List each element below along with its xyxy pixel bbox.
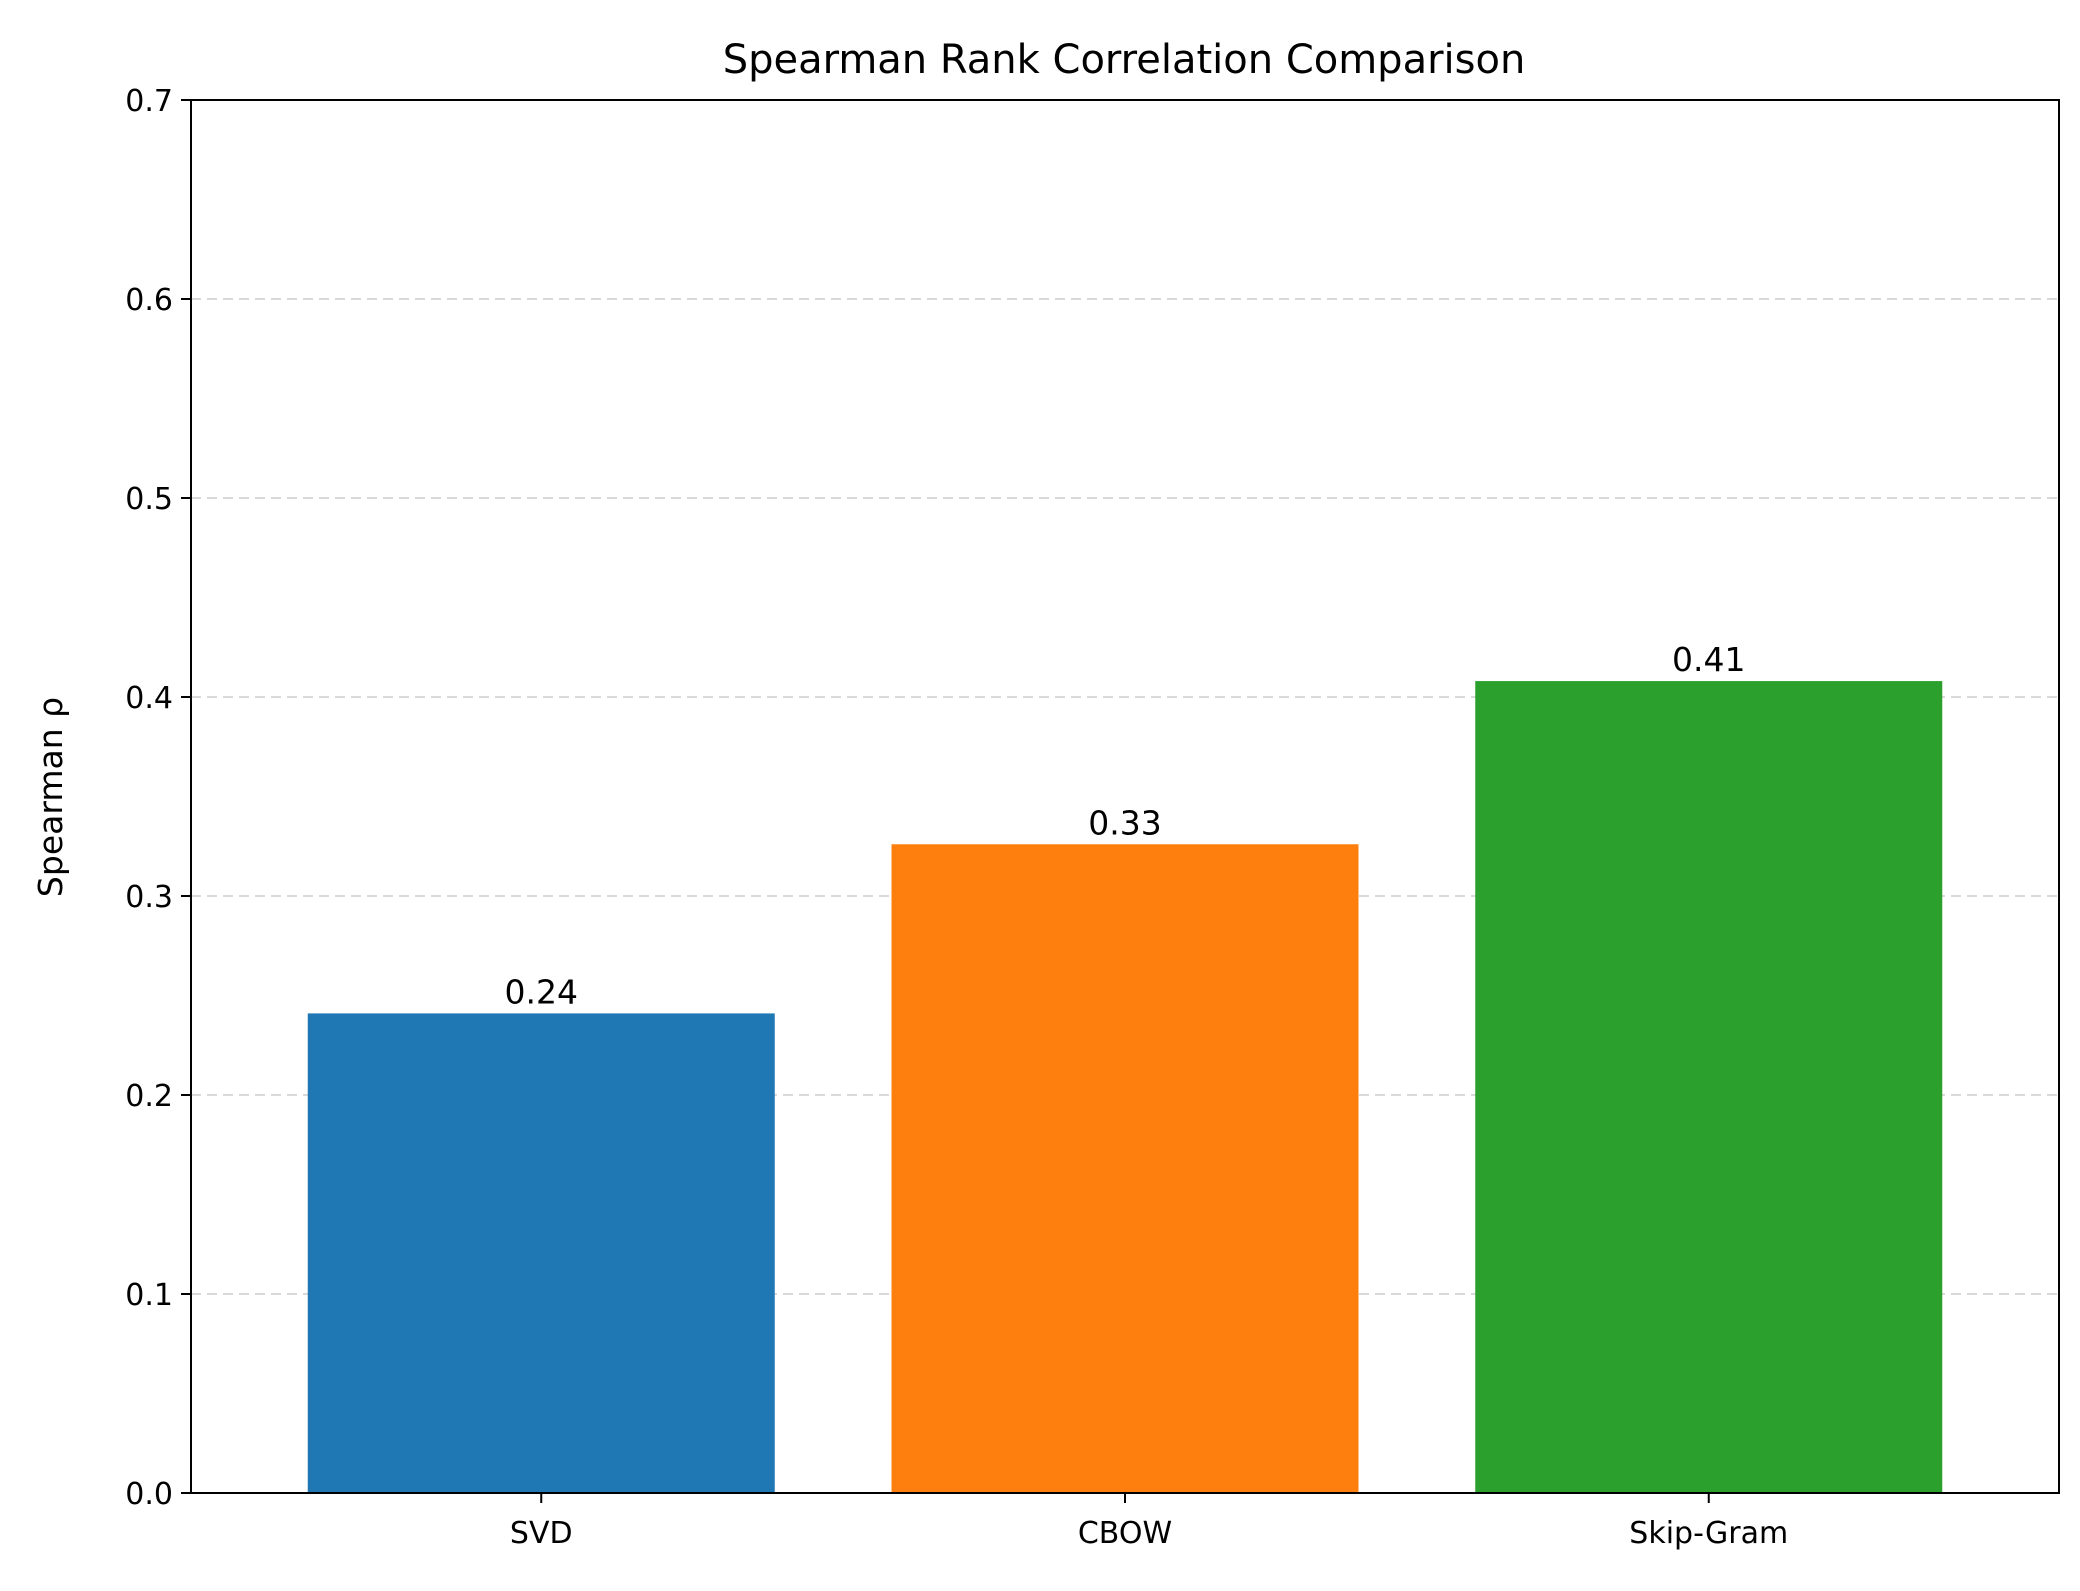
bar-value-label: 0.41 bbox=[1672, 640, 1745, 679]
bar-cbow bbox=[891, 844, 1359, 1493]
data-labels: 0.24 0.33 0.41 bbox=[505, 640, 1746, 1011]
bar-svd bbox=[307, 1013, 775, 1493]
bar-value-label: 0.24 bbox=[505, 972, 578, 1011]
x-tick-label: Skip-Gram bbox=[1629, 1516, 1788, 1551]
chart-title: Spearman Rank Correlation Comparison bbox=[723, 37, 1526, 83]
x-tick-label: CBOW bbox=[1078, 1516, 1172, 1551]
y-tick-label: 0.4 bbox=[125, 681, 173, 716]
y-tick-label: 0.1 bbox=[125, 1278, 173, 1313]
y-tick-label: 0.6 bbox=[125, 283, 173, 318]
y-tick-label: 0.5 bbox=[125, 482, 173, 517]
bar-value-label: 0.33 bbox=[1088, 803, 1161, 842]
y-tick-label: 0.0 bbox=[125, 1477, 173, 1512]
y-tick-label: 0.2 bbox=[125, 1079, 173, 1114]
bars bbox=[307, 681, 1943, 1493]
y-tick-label: 0.3 bbox=[125, 880, 173, 915]
bar-skip-gram bbox=[1475, 681, 1943, 1493]
ticks: SVD CBOW Skip-Gram 0.0 0.1 0.2 0.3 0.4 0.5 0.6 0.7 bbox=[125, 84, 1788, 1551]
x-tick-label: SVD bbox=[510, 1516, 573, 1551]
y-axis-label: Spearman ρ bbox=[31, 697, 70, 897]
y-tick-label: 0.7 bbox=[125, 84, 173, 119]
